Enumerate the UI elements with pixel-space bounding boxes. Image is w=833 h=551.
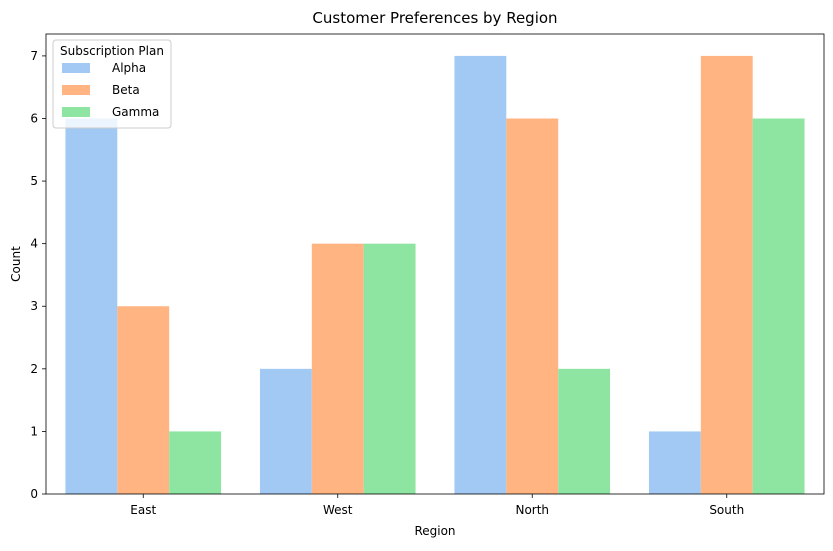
legend-label-beta: Beta [112,83,140,97]
bar-beta-east [117,306,170,494]
bar-gamma-west [363,243,416,494]
y-tick-label: 3 [30,299,38,313]
x-tick-label: South [709,503,744,517]
y-tick-label: 0 [30,487,38,501]
y-axis-label: Count [9,246,23,282]
bar-beta-north [506,118,559,494]
legend-box [52,39,172,129]
bars-layer [65,55,805,495]
y-tick-label: 1 [30,424,38,438]
x-tick-label: North [515,503,549,517]
legend: Subscription Plan Alpha Beta Gamma [52,39,172,129]
bar-alpha-south [648,431,701,494]
bar-beta-south [700,55,753,495]
legend-items: Alpha Beta Gamma [62,61,159,119]
legend-swatch-gamma [62,107,90,117]
legend-swatch-alpha [62,63,90,73]
bar-gamma-east [169,431,222,494]
y-tick-label: 5 [30,174,38,188]
bar-alpha-west [259,368,312,494]
bar-gamma-north [558,368,611,494]
legend-label-gamma: Gamma [112,105,159,119]
bar-alpha-north [454,55,507,495]
bar-beta-west [311,243,364,494]
x-tick-label: West [323,503,353,517]
y-tick-label: 7 [30,49,38,63]
legend-title: Subscription Plan [60,44,164,58]
x-axis-label: Region [414,524,455,538]
y-tick-label: 4 [30,237,38,251]
x-tick-label: East [130,503,156,517]
y-tick-label: 2 [30,362,38,376]
chart-title: Customer Preferences by Region [312,9,557,27]
bar-alpha-east [65,118,118,494]
plot-frame [45,33,825,495]
legend-swatch-beta [62,85,90,95]
ticks-layer: 0 1 2 3 4 5 6 7 East West North South [30,49,744,517]
y-tick-label: 6 [30,111,38,125]
bar-gamma-south [752,118,805,494]
legend-label-alpha: Alpha [112,61,146,75]
